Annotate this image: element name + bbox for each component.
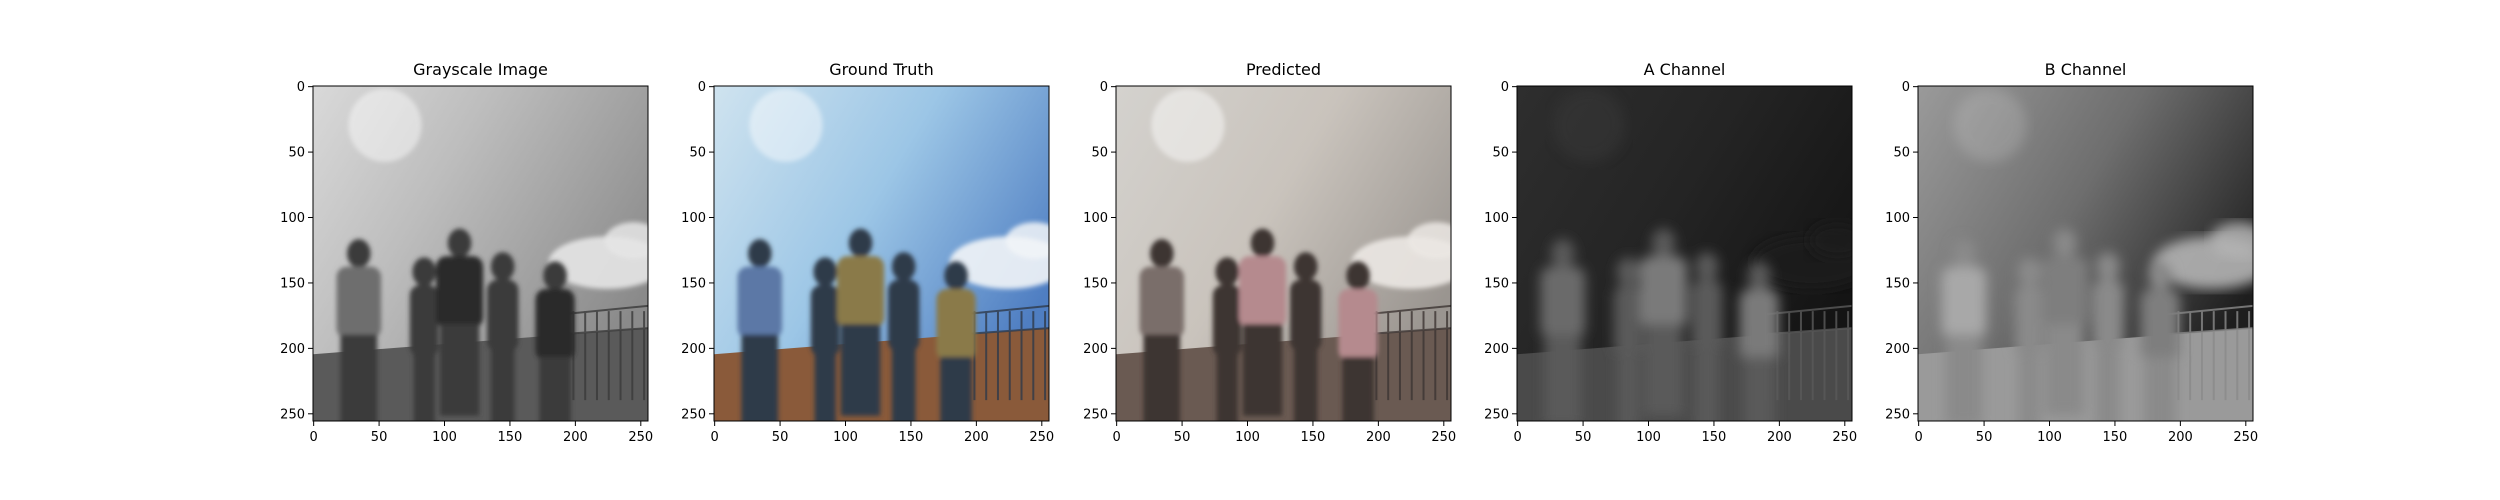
panel-a: A Channel 0 50 100 150 200 250 0 50 100 150 200 250 xyxy=(1484,0,1917,500)
axes-frame xyxy=(1115,85,1452,422)
image-content xyxy=(313,86,648,421)
y-tick-label: 50 xyxy=(689,146,706,161)
panel-pred: Predicted 0 50 100 150 200 250 0 50 100 150 200 250 xyxy=(1083,0,1516,500)
panel-image xyxy=(1116,86,1451,421)
y-tick-label: 100 xyxy=(1885,211,1910,226)
panel-plot: 0 50 100 150 200 250 0 50 100 150 200 250 xyxy=(681,80,1054,445)
x-tick-label: 150 xyxy=(2103,430,2128,445)
x-tick-label: 0 xyxy=(1514,430,1522,445)
panel-plot: 0 50 100 150 200 250 0 50 100 150 200 250 xyxy=(1885,80,2258,445)
y-tick-label: 250 xyxy=(280,407,305,422)
panel-plot: 0 50 100 150 200 250 0 50 100 150 200 250 xyxy=(1484,80,1857,445)
x-tick-label: 0 xyxy=(310,430,318,445)
panel-title: B Channel xyxy=(2044,60,2127,79)
y-tick-label: 50 xyxy=(1091,146,1108,161)
image-content xyxy=(1517,86,1852,421)
x-tick-label: 250 xyxy=(2233,430,2258,445)
y-tick-label: 200 xyxy=(280,342,305,357)
panel-title: Grayscale Image xyxy=(413,60,548,79)
y-tick-label: 0 xyxy=(1501,80,1509,95)
x-tick-label: 150 xyxy=(899,430,924,445)
y-tick-label: 50 xyxy=(1492,146,1509,161)
x-tick-label: 100 xyxy=(833,430,858,445)
x-tick-label: 150 xyxy=(498,430,523,445)
x-tick-label: 50 xyxy=(772,430,789,445)
panel-gray: Grayscale Image 0 50 100 150 200 250 0 50 100 150 2… xyxy=(280,0,713,500)
y-tick-label: 250 xyxy=(1083,407,1108,422)
panel-image xyxy=(313,86,648,421)
y-tick-label: 150 xyxy=(280,276,305,291)
y-tick-label: 200 xyxy=(1484,342,1509,357)
y-tick-label: 250 xyxy=(1484,407,1509,422)
x-tick-label: 250 xyxy=(1832,430,1857,445)
image-content xyxy=(714,86,1049,421)
y-tick-label: 150 xyxy=(1484,276,1509,291)
panel-title: Ground Truth xyxy=(829,60,934,79)
x-tick-label: 100 xyxy=(432,430,457,445)
y-tick-label: 200 xyxy=(681,342,706,357)
panel-image xyxy=(1517,86,1852,421)
x-tick-label: 0 xyxy=(711,430,719,445)
x-tick-label: 250 xyxy=(1029,430,1054,445)
panel-plot: 0 50 100 150 200 250 0 50 100 150 200 250 xyxy=(1083,80,1456,445)
x-tick-label: 200 xyxy=(1366,430,1391,445)
y-tick-label: 0 xyxy=(1100,80,1108,95)
x-tick-label: 0 xyxy=(1113,430,1121,445)
x-tick-label: 200 xyxy=(563,430,588,445)
y-tick-label: 100 xyxy=(280,211,305,226)
x-tick-label: 150 xyxy=(1702,430,1727,445)
panel-image xyxy=(1918,86,2253,421)
x-tick-label: 50 xyxy=(371,430,388,445)
x-tick-label: 50 xyxy=(1575,430,1592,445)
x-tick-label: 50 xyxy=(1174,430,1191,445)
y-tick-label: 50 xyxy=(288,146,305,161)
y-tick-label: 0 xyxy=(1902,80,1910,95)
x-tick-label: 200 xyxy=(1767,430,1792,445)
axes-frame xyxy=(1917,85,2254,422)
y-tick-label: 150 xyxy=(681,276,706,291)
x-tick-label: 250 xyxy=(1431,430,1456,445)
y-tick-label: 150 xyxy=(1083,276,1108,291)
x-tick-label: 0 xyxy=(1915,430,1923,445)
panel-image xyxy=(714,86,1049,421)
x-tick-label: 200 xyxy=(2168,430,2193,445)
y-tick-label: 150 xyxy=(1885,276,1910,291)
y-tick-label: 100 xyxy=(1484,211,1509,226)
panel-title: Predicted xyxy=(1245,60,1322,79)
y-tick-label: 0 xyxy=(698,80,706,95)
y-tick-label: 50 xyxy=(1893,146,1910,161)
y-tick-label: 0 xyxy=(297,80,305,95)
y-tick-label: 250 xyxy=(681,407,706,422)
image-content xyxy=(1116,86,1451,421)
x-tick-label: 50 xyxy=(1976,430,1993,445)
y-tick-label: 200 xyxy=(1083,342,1108,357)
x-tick-label: 150 xyxy=(1301,430,1326,445)
x-tick-label: 100 xyxy=(1235,430,1260,445)
axes-frame xyxy=(713,85,1050,422)
axes-frame xyxy=(312,85,649,422)
y-tick-label: 100 xyxy=(681,211,706,226)
x-tick-label: 100 xyxy=(2037,430,2062,445)
y-tick-label: 200 xyxy=(1885,342,1910,357)
x-tick-label: 250 xyxy=(628,430,653,445)
panel-color: Ground Truth 0 50 100 150 200 250 0 50 100 150 200 2… xyxy=(681,0,1114,500)
axes-frame xyxy=(1516,85,1853,422)
panel-plot: 0 50 100 150 200 250 0 50 100 150 200 250 xyxy=(280,80,653,445)
x-tick-label: 200 xyxy=(964,430,989,445)
y-tick-label: 100 xyxy=(1083,211,1108,226)
panel-b: B Channel 0 50 100 150 200 250 0 50 100 150 200 250 xyxy=(1885,0,2318,500)
y-tick-label: 250 xyxy=(1885,407,1910,422)
image-content xyxy=(1918,86,2253,421)
panel-title: A Channel xyxy=(1643,60,1726,79)
x-tick-label: 100 xyxy=(1636,430,1661,445)
